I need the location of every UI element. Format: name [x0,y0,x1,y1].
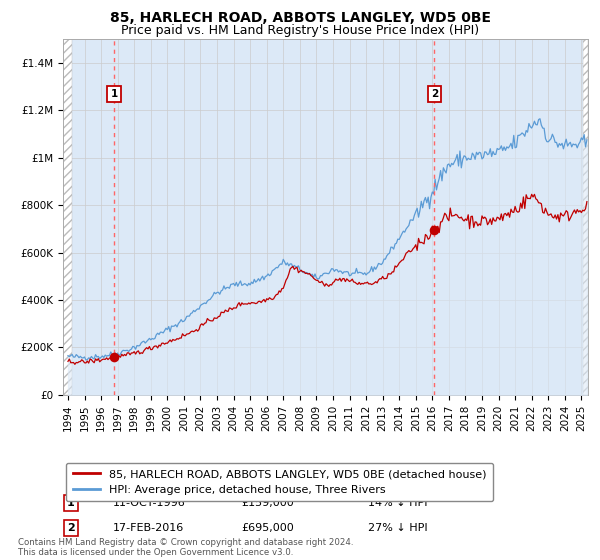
Text: 11-OCT-1996: 11-OCT-1996 [113,498,185,508]
Text: Price paid vs. HM Land Registry's House Price Index (HPI): Price paid vs. HM Land Registry's House … [121,24,479,36]
Point [109,353,119,362]
Text: 1: 1 [67,498,75,508]
Bar [63,39,72,395]
Text: 17-FEB-2016: 17-FEB-2016 [113,523,184,533]
Text: 1: 1 [110,89,118,99]
Point [430,226,439,235]
Text: 14% ↓ HPI: 14% ↓ HPI [367,498,427,508]
Text: 2: 2 [431,89,438,99]
Legend: 85, HARLECH ROAD, ABBOTS LANGLEY, WD5 0BE (detached house), HPI: Average price, : 85, HARLECH ROAD, ABBOTS LANGLEY, WD5 0B… [66,463,493,501]
Text: 85, HARLECH ROAD, ABBOTS LANGLEY, WD5 0BE: 85, HARLECH ROAD, ABBOTS LANGLEY, WD5 0B… [110,11,491,25]
Text: 27% ↓ HPI: 27% ↓ HPI [367,523,427,533]
Bar [583,39,588,395]
Bar [63,39,588,395]
Text: £695,000: £695,000 [241,523,294,533]
Text: 2: 2 [67,523,75,533]
Text: Contains HM Land Registry data © Crown copyright and database right 2024.
This d: Contains HM Land Registry data © Crown c… [18,538,353,557]
Text: £159,000: £159,000 [241,498,294,508]
